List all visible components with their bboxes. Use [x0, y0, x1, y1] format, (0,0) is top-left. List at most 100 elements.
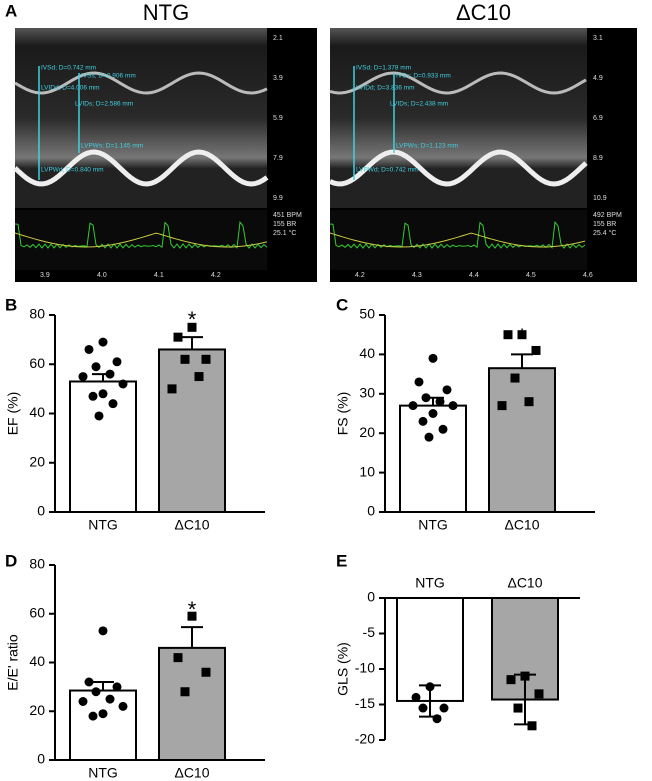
data-point [78, 697, 88, 706]
x-tick-label: ΔC10 [174, 517, 209, 533]
resp-trace [329, 232, 586, 248]
x-tick-label: ΔC10 [507, 575, 542, 591]
measurement: LVIDs; D=2.586 mm [75, 101, 133, 108]
bar [488, 367, 556, 513]
measurement: LVIDs; D=2.438 mm [390, 101, 448, 108]
y-tick-label: 20 [359, 424, 375, 440]
wall-trace [329, 71, 587, 95]
data-point [497, 401, 507, 411]
depth-tick: 3.9 [273, 75, 283, 82]
depth-tick: 7.9 [273, 155, 283, 162]
x-tick-label: NTG [418, 517, 448, 533]
echo-title: NTG [143, 0, 189, 25]
data-point [439, 703, 449, 713]
data-point [118, 379, 128, 389]
time-tick: 4.5 [526, 272, 536, 279]
data-point [108, 399, 118, 409]
measurement: LVPWs; D=1.145 mm [81, 143, 143, 150]
data-point [94, 411, 104, 421]
bar [158, 646, 226, 761]
y-tick-label: 0 [37, 503, 45, 519]
y-axis-label: FS (%) [335, 392, 351, 436]
data-point [98, 626, 108, 636]
significance: * [188, 307, 197, 332]
measurement: LVPWs; D=1.123 mm [396, 143, 458, 150]
bar [158, 348, 226, 513]
data-point [531, 345, 541, 355]
y-tick-label: 20 [29, 702, 45, 718]
data-point [105, 694, 115, 704]
panel-label: D [5, 551, 17, 570]
data-point [438, 424, 448, 434]
depth-tick: 2.1 [273, 35, 283, 42]
data-point [432, 714, 442, 724]
x-tick-label: NTG [415, 575, 445, 591]
y-tick-label: -10 [355, 660, 375, 676]
y-tick-label: 20 [29, 453, 45, 469]
data-point [194, 372, 204, 382]
data-point [534, 689, 544, 699]
bar [69, 380, 137, 513]
y-tick-label: 0 [37, 751, 45, 767]
data-point [503, 330, 513, 340]
measurement: IVSs; D=0.906 mm [81, 73, 136, 80]
data-point [112, 682, 122, 692]
y-tick-label: 0 [367, 589, 375, 605]
panel-label: E [336, 551, 347, 570]
readout: 451 BPM [273, 212, 302, 219]
y-axis-label: GLS (%) [335, 642, 351, 696]
y-tick-label: -15 [355, 695, 375, 711]
data-point [167, 384, 177, 394]
data-point [88, 391, 98, 401]
data-point [418, 703, 428, 713]
data-point [180, 687, 190, 697]
readout: 25.1 °C [273, 229, 296, 237]
y-tick-label: 80 [29, 556, 45, 572]
depth-tick: 3.1 [593, 35, 603, 42]
data-point [84, 344, 94, 354]
x-tick-label: NTG [88, 517, 118, 533]
data-point [84, 677, 94, 687]
data-point [513, 703, 523, 713]
measurement: LVPWd; D=0.840 mm [41, 167, 104, 174]
significance: * [518, 324, 527, 349]
data-point [435, 397, 445, 407]
significance: * [188, 597, 197, 622]
ecg-area [330, 210, 587, 270]
data-point [105, 369, 115, 379]
y-axis-label: E/E' ratio [5, 634, 21, 691]
y-tick-label: 50 [359, 306, 375, 322]
data-point [414, 377, 424, 387]
depth-tick: 9.9 [273, 195, 283, 202]
data-point [506, 675, 516, 685]
measurement: IVSs; D=0.933 mm [396, 73, 451, 80]
data-point [527, 721, 537, 731]
data-point [411, 692, 421, 702]
data-point [418, 416, 428, 426]
time-tick: 4.3 [412, 272, 422, 279]
measurement: LVPWd; D=0.742 mm [356, 167, 419, 174]
time-tick: 4.2 [211, 272, 221, 279]
time-tick: 4.1 [154, 272, 164, 279]
y-tick-label: 0 [367, 503, 375, 519]
depth-tick: 8.9 [593, 155, 603, 162]
data-point [118, 701, 128, 711]
readout: 492 BPM [593, 212, 622, 219]
data-point [91, 687, 101, 697]
data-point [442, 385, 452, 395]
data-point [201, 354, 211, 364]
data-point [517, 330, 527, 340]
measurement: LVIDd; D=3.836 mm [356, 85, 415, 92]
readout: 25.4 °C [593, 229, 616, 237]
y-axis-label: EF (%) [5, 392, 21, 436]
data-point [448, 401, 458, 411]
panel-label: C [336, 295, 348, 314]
y-tick-label: -5 [363, 624, 376, 640]
y-tick-label: 10 [359, 463, 375, 479]
y-tick-label: 30 [359, 385, 375, 401]
ecg-area [15, 210, 267, 270]
data-point [173, 332, 183, 342]
data-point [425, 682, 435, 692]
y-tick-label: 60 [29, 355, 45, 371]
bar [399, 404, 467, 513]
